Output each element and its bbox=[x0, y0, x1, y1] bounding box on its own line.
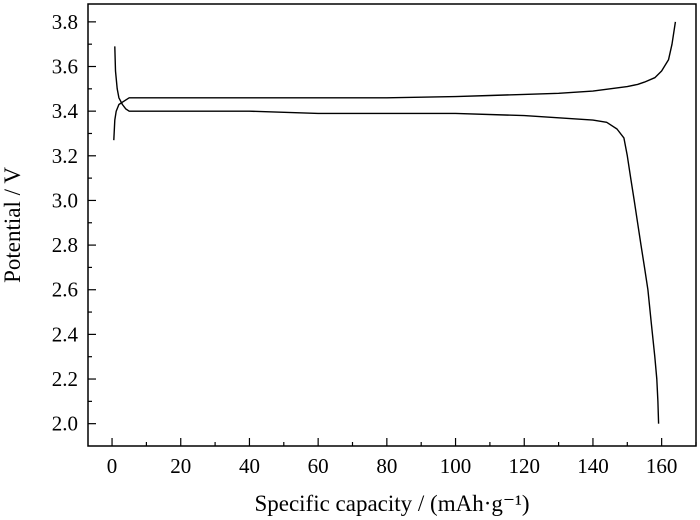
y-tick-label: 2.8 bbox=[52, 233, 78, 257]
y-axis-ticks: 2.0 2.2 2.4 2.6 2.8 3.0 3.2 3.4 3.6 3.8 bbox=[52, 10, 96, 436]
y-tick-label: 3.6 bbox=[52, 55, 78, 79]
y-tick-label: 3.2 bbox=[52, 144, 78, 168]
x-tick-label: 40 bbox=[239, 454, 260, 478]
plot-frame bbox=[87, 3, 697, 447]
y-tick-label: 2.2 bbox=[52, 367, 78, 391]
x-axis-title: Specific capacity / (mAh·g⁻¹) bbox=[254, 491, 529, 516]
x-tick-label: 80 bbox=[376, 454, 397, 478]
y-tick-label: 3.0 bbox=[52, 188, 78, 212]
x-tick-label: 140 bbox=[577, 454, 609, 478]
series-layer bbox=[113, 21, 677, 424]
x-tick-label: 160 bbox=[646, 454, 678, 478]
series-line-1 bbox=[113, 21, 677, 141]
plot-area bbox=[87, 3, 697, 447]
y-tick-label: 2.0 bbox=[52, 412, 78, 436]
x-tick-label: 60 bbox=[308, 454, 329, 478]
y-tick-label: 3.8 bbox=[52, 10, 78, 34]
x-tick-label: 0 bbox=[107, 454, 118, 478]
series-line-2 bbox=[114, 46, 660, 424]
y-axis-title: Potential / V bbox=[0, 167, 25, 283]
y-tick-label: 2.6 bbox=[52, 278, 78, 302]
x-tick-label: 100 bbox=[440, 454, 472, 478]
y-tick-label: 2.4 bbox=[52, 322, 79, 346]
x-axis-ticks: 0 20 40 60 80 100 120 140 160 bbox=[107, 438, 697, 478]
x-tick-label: 20 bbox=[170, 454, 191, 478]
y-tick-label: 3.4 bbox=[52, 99, 79, 123]
x-tick-label: 120 bbox=[508, 454, 540, 478]
